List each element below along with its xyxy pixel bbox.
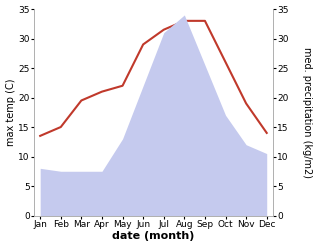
Y-axis label: max temp (C): max temp (C) [5,79,16,146]
X-axis label: date (month): date (month) [112,231,195,242]
Y-axis label: med. precipitation (kg/m2): med. precipitation (kg/m2) [302,47,313,178]
